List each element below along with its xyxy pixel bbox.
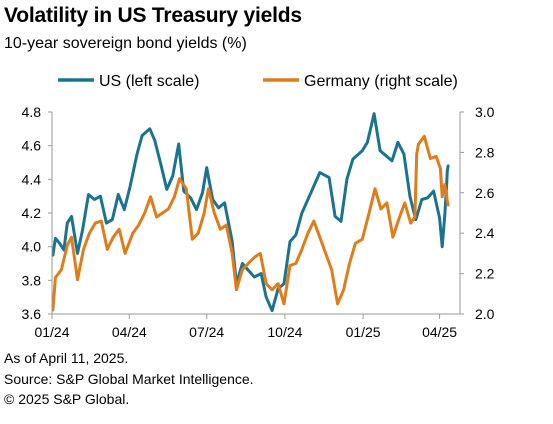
chart-subtitle: 10-year sovereign bond yields (%) (4, 35, 247, 52)
y-right-tick-label: 2.0 (475, 306, 495, 322)
source-note: Source: S&P Global Market Intelligence. (4, 371, 254, 387)
x-tick-label: 04/25 (422, 324, 457, 340)
legend: US (left scale) Germany (right scale) (58, 73, 458, 90)
axes: 3.6 3.8 4.0 4.2 4.4 4.6 4.8 2.0 2.2 2.4 2.6 2.8 3.0 0… (22, 104, 495, 340)
x-tick-label: 01/25 (346, 324, 381, 340)
plot-area (51, 112, 450, 313)
line-chart: US (left scale) Germany (right scale) 3.6… (22, 73, 495, 340)
y-left-tick-label: 4.2 (22, 205, 42, 221)
y-right-tick-label: 2.8 (475, 144, 495, 160)
series-line-germany (51, 134, 450, 312)
y-left-tick-label: 4.8 (22, 104, 42, 120)
chart-title: Volatility in US Treasury yields (4, 4, 302, 27)
y-left-tick-label: 4.4 (22, 171, 42, 187)
x-tick-label: 10/24 (267, 324, 302, 340)
copyright-note: © 2025 S&P Global. (4, 391, 130, 407)
as-of-note: As of April 11, 2025. (4, 350, 129, 366)
y-right-tick-label: 2.2 (475, 266, 495, 282)
y-left-tick-label: 4.6 (22, 138, 42, 154)
y-right-tick-label: 3.0 (475, 104, 495, 120)
x-tick-label: 07/24 (189, 324, 224, 340)
x-tick-label: 04/24 (112, 324, 147, 340)
y-left-tick-label: 4.0 (22, 239, 42, 255)
legend-label-us: US (left scale) (99, 73, 199, 90)
x-tick-label: 01/24 (34, 324, 69, 340)
y-right-tick-label: 2.6 (475, 185, 495, 201)
y-right-tick-label: 2.4 (475, 225, 495, 241)
y-left-tick-label: 3.8 (22, 272, 42, 288)
series-line-us (51, 112, 450, 313)
y-left-tick-label: 3.6 (22, 306, 42, 322)
legend-label-germany: Germany (right scale) (304, 73, 458, 90)
